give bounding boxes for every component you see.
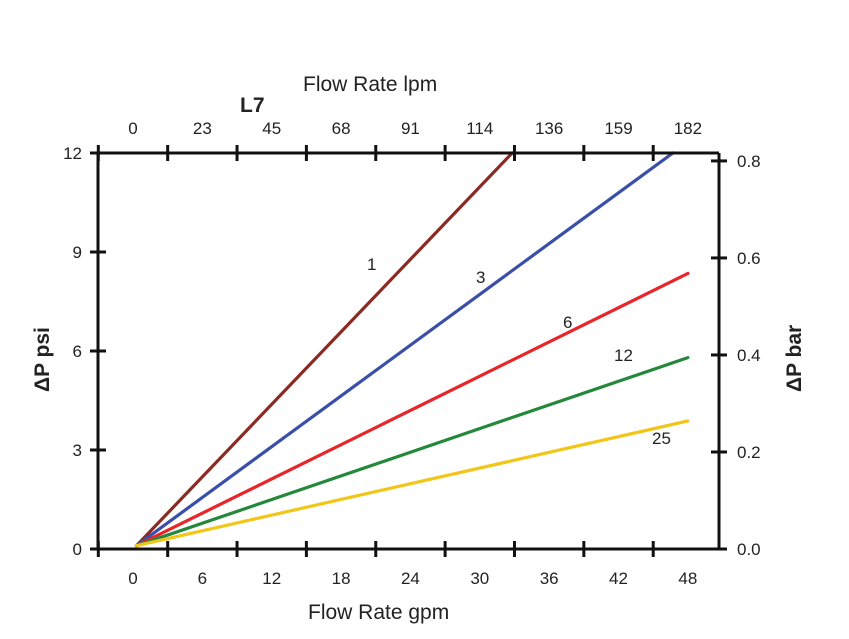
x-tick-label: 42 xyxy=(609,569,628,588)
series-label-12: 12 xyxy=(614,346,633,365)
y-tick-label: 3 xyxy=(73,441,82,460)
y-axis-title: ΔP psi xyxy=(31,327,54,392)
x2-tick-label: 45 xyxy=(262,119,281,138)
y2-tick-label: 0.2 xyxy=(737,443,761,462)
series-label-1: 1 xyxy=(367,255,376,274)
x-tick-label: 30 xyxy=(470,569,489,588)
x2-tick-label: 182 xyxy=(674,119,702,138)
series-line-6 xyxy=(134,271,690,548)
y2-tick-label: 0.0 xyxy=(737,540,761,559)
series-line-12 xyxy=(134,356,690,548)
y2-tick-label: 0.6 xyxy=(737,249,761,268)
x2-axis-title: Flow Rate lpm xyxy=(303,73,437,96)
series-line-25 xyxy=(134,419,690,548)
y2-tick-label: 0.4 xyxy=(737,346,761,365)
x2-tick-label: 0 xyxy=(128,119,137,138)
x-tick-label: 0 xyxy=(128,569,137,588)
y-tick-label: 9 xyxy=(73,243,82,262)
x2-tick-label: 23 xyxy=(193,119,212,138)
y-tick-label: 12 xyxy=(63,144,82,163)
x-axis-title: Flow Rate gpm xyxy=(308,601,449,624)
x-tick-label: 24 xyxy=(401,569,420,588)
x-tick-label: 6 xyxy=(198,569,207,588)
x-tick-label: 48 xyxy=(678,569,697,588)
series-label-6: 6 xyxy=(563,313,572,332)
x-tick-label: 36 xyxy=(540,569,559,588)
x-tick-label: 12 xyxy=(262,569,281,588)
x-tick-label: 18 xyxy=(332,569,351,588)
x2-tick-label: 114 xyxy=(466,119,493,138)
series-line-1 xyxy=(134,151,514,548)
y2-axis-title: ΔP bar xyxy=(783,325,806,392)
chart-title: L7 xyxy=(240,94,265,117)
y-tick-label: 6 xyxy=(73,342,82,361)
series-label-25: 25 xyxy=(652,429,671,448)
y-tick-label: 0 xyxy=(73,540,82,559)
series-line-3 xyxy=(134,151,675,548)
x2-tick-label: 91 xyxy=(401,119,420,138)
x2-tick-label: 136 xyxy=(535,119,563,138)
y2-tick-label: 0.8 xyxy=(737,152,761,171)
x2-tick-label: 159 xyxy=(604,119,632,138)
series-label-3: 3 xyxy=(476,268,485,287)
x2-tick-label: 68 xyxy=(332,119,351,138)
